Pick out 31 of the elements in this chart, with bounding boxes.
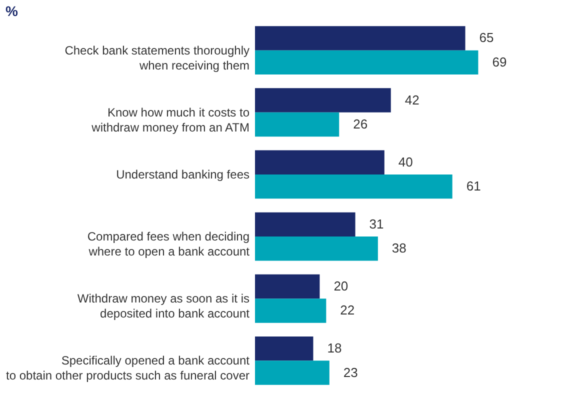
bar [255,336,314,361]
data-label: 26 [353,116,368,132]
data-label: 42 [404,92,420,108]
bar [255,88,391,112]
y-tick-label: Check bank statements thoroughly when receiving them [64,43,250,72]
y-tick-label: Compared fees when deciding where to open a bank account [87,230,250,259]
y-tick-label: Understand banking fees [116,167,250,182]
bar [255,150,384,174]
bar [255,274,320,299]
bar [255,26,466,50]
data-label: 65 [479,30,494,46]
y-tick-label: Specifically opened a bank account to obtain other products such as funeral cover [6,354,250,383]
bar [255,298,326,323]
bar [255,236,378,261]
bar [255,112,340,137]
bar [255,360,330,385]
data-label: 22 [340,302,355,318]
data-label: 23 [343,364,358,380]
data-label: 69 [492,54,507,70]
data-label: 61 [466,178,481,194]
data-label: 38 [392,240,406,256]
y-tick-label: Know how much it costs to withdraw money from an ATM [90,105,250,134]
data-label: 18 [327,340,342,356]
y-tick-label: Withdraw money as soon as it is deposited into bank account [77,292,250,321]
bar [255,50,478,75]
text: % [6,3,19,19]
data-label: 20 [334,278,348,294]
data-label: 40 [398,154,413,170]
data-label: 31 [369,216,384,232]
bar [255,174,452,199]
bar [255,212,356,237]
